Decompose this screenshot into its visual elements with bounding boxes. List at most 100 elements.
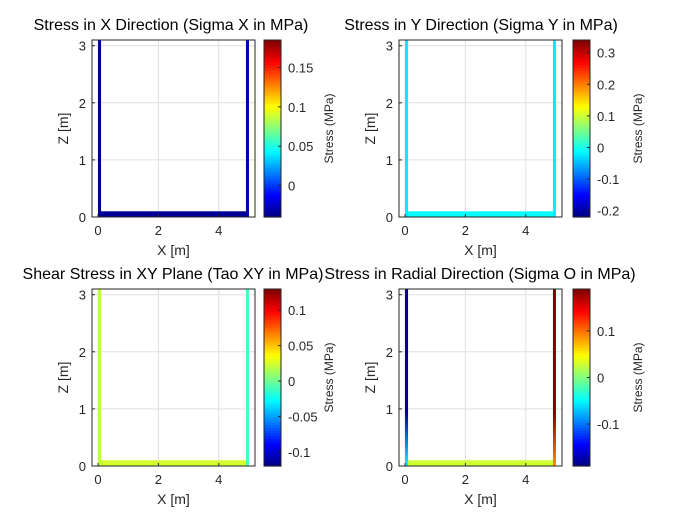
x-tick-label: 2 xyxy=(462,223,469,238)
colorbar-segment xyxy=(573,289,590,293)
colorbar-segment xyxy=(264,289,281,293)
colorbar-segment xyxy=(573,344,590,348)
y-tick-label: 2 xyxy=(386,96,393,111)
subplot-3: 0 2 4 0 1 2 3 X [m] Z [m] Shear Stress in XY Plan… xyxy=(23,266,336,507)
colorbar-segment xyxy=(573,169,590,174)
colorbar-segment xyxy=(264,366,281,370)
colorbar-segment xyxy=(264,189,281,193)
colorbar-tick-label: 0 xyxy=(597,140,604,155)
colorbar-segment xyxy=(264,402,281,406)
x-tick-label: 0 xyxy=(94,223,101,238)
colorbar-segment xyxy=(573,186,590,190)
colorbar-segment xyxy=(264,120,281,124)
colorbar-segment xyxy=(264,383,281,387)
colorbar-segment xyxy=(264,394,281,398)
colorbar-segment xyxy=(573,333,590,337)
y-tick-label: 1 xyxy=(79,153,86,168)
colorbar-segment xyxy=(264,294,281,298)
subplot-4: 0 2 4 0 1 2 3 X [m] Z [m] Stress in Radial Direct… xyxy=(324,266,645,507)
colorbar-segment xyxy=(264,181,281,185)
colorbar-segment xyxy=(573,430,590,434)
colorbar-segment xyxy=(264,167,281,171)
colorbar-segment xyxy=(264,344,281,348)
axes-frame xyxy=(398,288,563,467)
colorbar-segment xyxy=(573,396,590,401)
colorbar-tick-label: 0.1 xyxy=(597,324,615,339)
colorbar-segment xyxy=(573,64,590,69)
colorbar-tick-label: 0.05 xyxy=(288,339,313,354)
x-axis-label: X [m] xyxy=(157,242,190,258)
colorbar-segment xyxy=(573,203,590,207)
x-tick-label: 0 xyxy=(401,223,408,238)
left-wall xyxy=(98,40,102,217)
chart-title: Stress in Y Direction (Sigma Y in MPa) xyxy=(344,17,618,34)
colorbar-segment xyxy=(264,153,281,157)
colorbar-segment xyxy=(573,308,590,312)
colorbar-segment xyxy=(573,358,590,362)
y-tick-label: 1 xyxy=(386,402,393,417)
colorbar-segment xyxy=(573,410,590,415)
colorbar-segment xyxy=(573,84,590,88)
colorbar-segment xyxy=(573,338,590,343)
colorbar-segment xyxy=(264,169,281,174)
colorbar-segment xyxy=(264,70,281,74)
colorbar-segment xyxy=(264,192,281,196)
colorbar-segment xyxy=(573,181,590,185)
colorbar-segment xyxy=(573,81,590,85)
colorbar-frame xyxy=(263,39,282,218)
colorbar-segment xyxy=(264,441,281,445)
chart-title: Stress in Radial Direction (Sigma O in M… xyxy=(324,266,635,283)
colorbar-segment xyxy=(264,330,281,334)
colorbar-segment xyxy=(264,156,281,160)
floor-slab xyxy=(99,211,248,217)
colorbar-segment xyxy=(264,48,281,52)
colorbar-label: Stress (MPa) xyxy=(631,342,645,412)
colorbar-segment xyxy=(264,380,281,384)
colorbar-segment xyxy=(264,324,281,329)
colorbar-segment xyxy=(264,164,281,168)
colorbar-segment xyxy=(573,156,590,160)
colorbar-segment xyxy=(264,122,281,127)
axes-frame xyxy=(91,39,256,218)
y-tick-label: 2 xyxy=(79,345,86,360)
colorbar-segment xyxy=(264,452,281,456)
floor-slab xyxy=(406,211,555,217)
colorbar-tick-label: -0.2 xyxy=(597,204,619,219)
x-tick-label: 4 xyxy=(215,472,222,487)
axes-frame xyxy=(91,288,256,467)
colorbar-segment xyxy=(573,443,590,448)
colorbar-segment xyxy=(264,438,281,442)
colorbar-tick-label: 0.15 xyxy=(288,61,313,76)
colorbar-segment xyxy=(573,405,590,409)
colorbar-segment xyxy=(264,463,281,467)
left-wall xyxy=(405,40,409,217)
colorbar-segment xyxy=(264,319,281,323)
colorbar-segment xyxy=(573,349,590,354)
colorbar-segment xyxy=(264,338,281,343)
colorbar-segment xyxy=(264,78,281,83)
axes-background xyxy=(399,40,562,217)
colorbar-segment xyxy=(264,341,281,345)
colorbar-segment xyxy=(264,87,281,91)
colorbar-segment xyxy=(573,183,590,188)
colorbar-segment xyxy=(264,205,281,210)
colorbar-segment xyxy=(264,125,281,130)
colorbar-segment xyxy=(573,95,590,99)
colorbar-segment xyxy=(264,56,281,60)
x-tick-label: 2 xyxy=(462,472,469,487)
colorbar-segment xyxy=(573,214,590,218)
colorbar-segment xyxy=(573,402,590,406)
colorbar-segment xyxy=(264,103,281,107)
right-wall xyxy=(552,40,556,217)
x-tick-label: 2 xyxy=(155,472,162,487)
colorbar-segment xyxy=(264,416,281,420)
colorbar-segment xyxy=(573,111,590,116)
colorbar-tick-label: 0.3 xyxy=(597,46,615,61)
colorbar-tick-label: 0 xyxy=(597,371,604,386)
colorbar-segment xyxy=(264,175,281,179)
colorbar-tick-label: -0.1 xyxy=(597,172,619,187)
colorbar-segment xyxy=(264,136,281,141)
colorbar-segment xyxy=(264,308,281,312)
colorbar-segment xyxy=(573,197,590,202)
colorbar-segment xyxy=(264,59,281,63)
